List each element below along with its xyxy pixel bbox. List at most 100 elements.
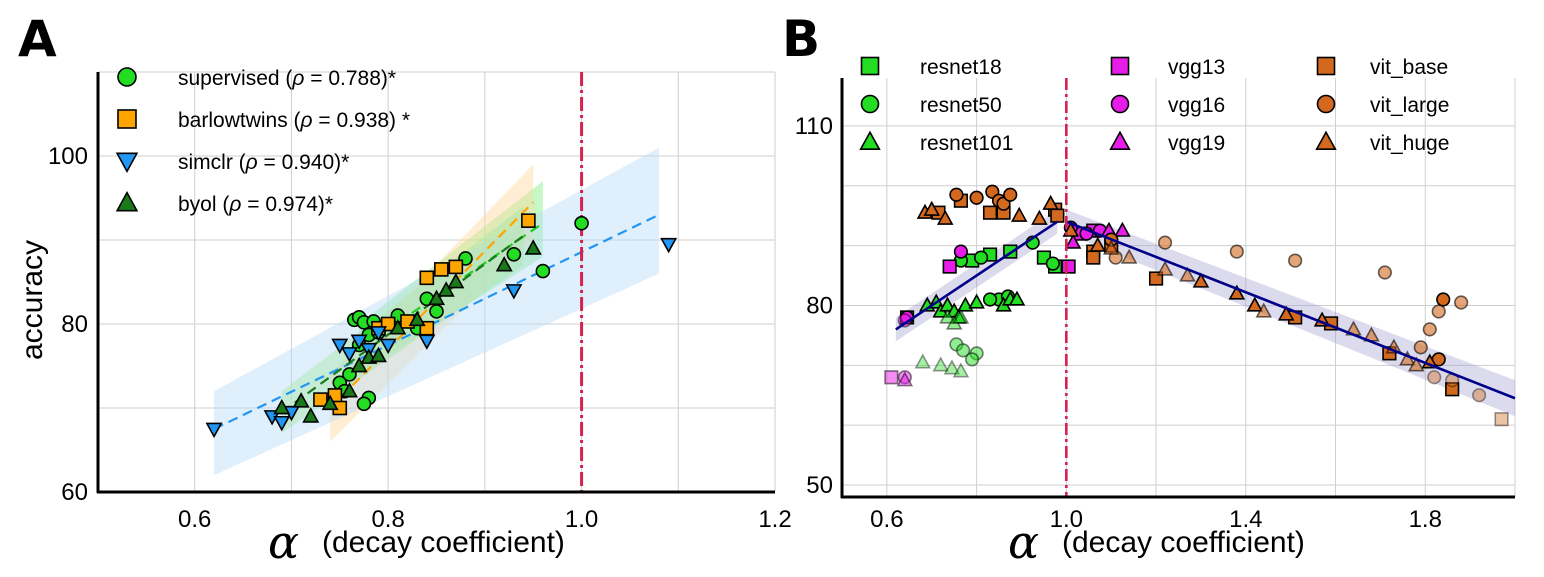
legend-label-resnet101: resnet101	[920, 132, 1013, 155]
point	[1042, 194, 1059, 210]
panel-a-xlabel-symbol: α	[268, 515, 299, 569]
point	[923, 200, 941, 216]
legend-marker-barlowtwins	[117, 109, 137, 129]
legend-label-simclr: simclr (ρ = 0.940)*	[178, 151, 349, 174]
point	[1413, 340, 1428, 355]
legend-label-resnet18: resnet18	[920, 56, 1002, 79]
point	[969, 190, 984, 205]
point	[968, 293, 985, 309]
panel-a-points	[205, 213, 678, 439]
fit-line-simclr	[213, 213, 660, 430]
point	[943, 359, 961, 375]
point	[1089, 236, 1107, 252]
point	[1086, 250, 1101, 265]
point-barlowtwins	[521, 213, 536, 228]
point	[1494, 412, 1509, 427]
y-tick-label: 50	[806, 472, 833, 499]
point	[896, 371, 914, 387]
x-tick-label: 0.6	[178, 506, 211, 533]
point	[884, 370, 899, 385]
panel-a-legend: supervised (ρ = 0.788)* barlowtwins (ρ = …	[115, 67, 410, 216]
legend-label-vit_huge: vit_huge	[1370, 132, 1449, 155]
point	[1102, 239, 1120, 255]
point-byol	[369, 346, 387, 363]
point-byol	[302, 407, 320, 423]
legend-label-supervised: supervised (ρ = 0.788)*	[178, 67, 396, 90]
point	[982, 292, 998, 307]
legend-label-barlowtwins: barlowtwins (ρ = 0.938) *	[178, 109, 410, 132]
panel-a-label: A	[18, 10, 57, 68]
point	[1179, 266, 1196, 282]
point-simclr	[369, 326, 387, 342]
panel-a-axes	[96, 72, 775, 494]
point	[1156, 260, 1174, 276]
legend-label-vgg13: vgg13	[1168, 56, 1225, 79]
point-byol	[437, 281, 455, 297]
point-supervised	[429, 304, 444, 319]
point	[914, 353, 932, 369]
panel-b-x-ticks: 0.6 1.0 1.4 1.8	[870, 506, 1442, 533]
point	[1031, 209, 1048, 225]
x-tick-label: 1.4	[1229, 506, 1262, 533]
legend-marker-vgg16	[1110, 94, 1130, 114]
point	[1431, 304, 1446, 319]
point-simclr	[273, 415, 291, 432]
legend-label-vgg16: vgg16	[1168, 94, 1225, 117]
point-simclr	[331, 338, 349, 355]
point	[1408, 356, 1425, 372]
point-barlowtwins	[419, 270, 435, 286]
point-simclr	[505, 284, 523, 300]
point-simclr	[340, 347, 358, 363]
panel-a-x-ticks: 0.6 0.8 1.0 1.2	[178, 506, 792, 533]
point-barlowtwins	[434, 262, 449, 277]
legend-label-vgg19: vgg19	[1168, 132, 1225, 155]
point-simclr	[350, 334, 368, 350]
point	[1157, 235, 1173, 250]
x-tick-label: 1.0	[565, 506, 598, 533]
point	[973, 250, 989, 265]
point-supervised	[574, 215, 589, 231]
point-byol	[427, 289, 446, 306]
point	[1061, 259, 1076, 274]
point	[1377, 265, 1392, 280]
legend-marker-simclr	[115, 152, 139, 174]
y-tick-label: 100	[48, 143, 88, 170]
point	[949, 187, 964, 202]
point	[1436, 292, 1451, 307]
point-byol	[350, 356, 368, 373]
point	[952, 362, 970, 378]
point	[1229, 244, 1244, 259]
point	[1277, 305, 1295, 321]
point	[1050, 208, 1065, 223]
panel-b-y-ticks: 50 80 110	[795, 113, 833, 499]
point	[965, 352, 980, 367]
point-byol	[408, 310, 426, 327]
point-byol	[389, 319, 407, 335]
point	[953, 244, 968, 259]
panel-a: 0.6 0.8 1.0 1.2 60 80 100 supervised (ρ = 0.7…	[16, 67, 792, 569]
point	[1445, 382, 1460, 397]
point	[1008, 290, 1026, 306]
point-byol	[321, 394, 339, 411]
panel-a-xlabel: (decay coefficient)	[322, 526, 565, 559]
y-tick-label: 80	[806, 292, 833, 319]
point	[957, 296, 974, 312]
point-simclr	[379, 338, 397, 355]
panel-b-xlabel: (decay coefficient)	[1062, 526, 1305, 559]
point-byol	[524, 239, 542, 255]
point	[952, 308, 970, 324]
legend-label-vit_large: vit_large	[1370, 94, 1449, 117]
panel-b-xlabel-symbol: α	[1008, 515, 1039, 569]
legend-label-byol: byol (ρ = 0.974)*	[178, 193, 333, 216]
panel-b-legend: resnet18 resnet50 resnet101 vgg13 vgg16 vgg19…	[859, 56, 1449, 155]
point-barlowtwins	[313, 392, 328, 407]
legend-marker-resnet18	[860, 56, 880, 76]
point	[1454, 295, 1469, 310]
panel-b-confidence-bands	[895, 209, 1515, 417]
legend-marker-resnet50	[860, 94, 880, 114]
fit-line-left	[895, 220, 1059, 331]
point-byol	[292, 392, 310, 408]
point-supervised	[535, 263, 551, 279]
y-tick-label: 110	[795, 113, 833, 140]
